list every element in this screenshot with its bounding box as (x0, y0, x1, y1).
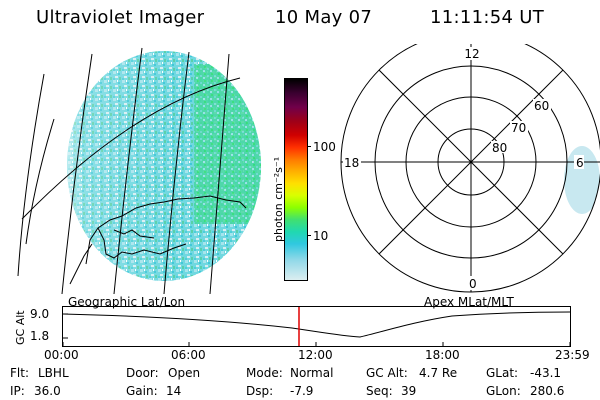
polar-image-edge (564, 146, 600, 214)
graticule (17, 47, 241, 294)
status-filter-value: LBHL (38, 366, 69, 380)
status-glat-key: GLat: (486, 366, 519, 380)
timeline-ticks (62, 313, 571, 347)
coastline (69, 195, 247, 285)
altitude-timeline (62, 306, 571, 347)
mlat-label-60: 60 (534, 99, 549, 113)
geographic-image-panel (17, 47, 261, 294)
timeline-x-tick-1800: 18:00 (425, 348, 460, 362)
status-gcalt-value: 4.7 Re (419, 366, 458, 380)
colorbar-unit-label: photon cm⁻²s⁻¹ (272, 156, 285, 242)
status-glat-value: -43.1 (530, 366, 562, 380)
timeline-x-tick-0000: 00:00 (44, 348, 79, 362)
altitude-curve (62, 311, 571, 338)
status-gain-value: 14 (166, 384, 182, 398)
aurora-image (67, 51, 261, 281)
status-seq-key: Seq: (366, 384, 393, 398)
colorbar (284, 78, 308, 281)
status-mode-value: Normal (290, 366, 334, 380)
mlat-label-80: 80 (492, 141, 507, 155)
status-glon-key: GLon: (486, 384, 521, 398)
colorbar-tick (307, 235, 311, 236)
status-dsp-key: Dsp: (246, 384, 274, 398)
status-ip-key: IP: (10, 384, 25, 398)
time-label: 11:11:54 UT (430, 7, 545, 28)
status-gcalt-key: GC Alt: (366, 366, 408, 380)
geographic-panel-label: Geographic Lat/Lon (68, 295, 186, 309)
polar-grid (340, 44, 600, 293)
status-filter-key: Flt: (10, 366, 29, 380)
status-door-value: Open (168, 366, 201, 380)
status-gain-key: Gain: (126, 384, 158, 398)
mlat-label-70: 70 (511, 121, 526, 135)
status-ip-value: 36.0 (34, 384, 61, 398)
timeline-y-tick-1: 1.8 (30, 329, 50, 343)
mlt-label-6: 6 (576, 156, 584, 170)
status-door-key: Door: (126, 366, 159, 380)
status-mode-key: Mode: (246, 366, 283, 380)
date-label: 10 May 07 (275, 7, 373, 28)
mlt-label-18: 18 (344, 156, 359, 170)
colorbar-tick-label-10: 10 (313, 229, 329, 243)
mlt-label-12: 12 (464, 47, 479, 61)
instrument-title: Ultraviolet Imager (36, 7, 205, 28)
mlt-label-0: 0 (469, 277, 477, 291)
timeline-y-label: GC Alt (14, 310, 27, 345)
status-seq-value: 39 (401, 384, 417, 398)
timeline-y-tick-9: 9.0 (30, 307, 50, 321)
colorbar-tick-label-100: 100 (313, 140, 336, 154)
timeline-x-tick-1200: 12:00 (298, 348, 333, 362)
status-glon-value: 280.6 (530, 384, 565, 398)
polar-plot: 12 18 6 0 60 70 80 (340, 44, 600, 293)
colorbar-tick (307, 146, 311, 147)
timeline-frame (62, 306, 571, 347)
timeline-x-tick-2359: 23:59 (555, 348, 590, 362)
status-dsp-value: -7.9 (290, 384, 314, 398)
polar-panel-label: Apex MLat/MLT (424, 295, 514, 309)
timeline-x-tick-0600: 06:00 (171, 348, 206, 362)
